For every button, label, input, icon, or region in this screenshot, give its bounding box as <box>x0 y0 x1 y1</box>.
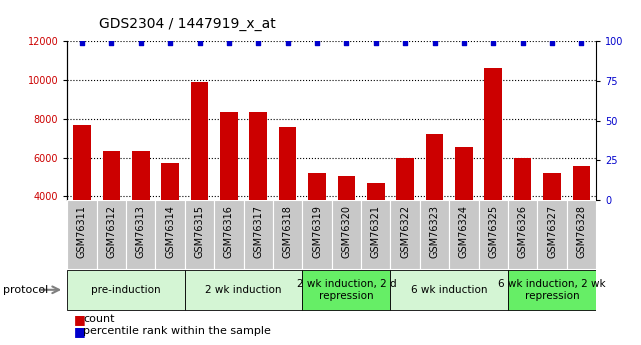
Text: GSM76316: GSM76316 <box>224 205 234 258</box>
Point <box>253 40 263 46</box>
Bar <box>508 200 537 269</box>
Point <box>429 40 440 46</box>
Bar <box>185 270 303 310</box>
Text: GSM76328: GSM76328 <box>576 205 587 258</box>
Text: GSM76318: GSM76318 <box>283 205 293 258</box>
Text: GSM76315: GSM76315 <box>194 205 204 258</box>
Bar <box>537 200 567 269</box>
Text: GSM76314: GSM76314 <box>165 205 175 258</box>
Point <box>547 40 557 46</box>
Text: pre-induction: pre-induction <box>91 285 161 295</box>
Bar <box>132 151 149 274</box>
Text: GSM76323: GSM76323 <box>429 205 440 258</box>
Point <box>224 40 234 46</box>
Text: ■: ■ <box>74 325 85 338</box>
Point <box>517 40 528 46</box>
Bar <box>485 69 502 274</box>
Bar <box>126 200 155 269</box>
Text: GSM76312: GSM76312 <box>106 205 117 258</box>
Bar <box>249 112 267 274</box>
Bar <box>73 125 91 274</box>
Point <box>77 40 87 46</box>
Bar <box>67 270 185 310</box>
Bar <box>332 200 361 269</box>
Bar <box>303 200 332 269</box>
Bar <box>279 127 296 274</box>
Bar <box>97 200 126 269</box>
Text: GSM76317: GSM76317 <box>253 205 263 258</box>
Point <box>106 40 117 46</box>
Bar <box>155 200 185 269</box>
Bar <box>449 200 479 269</box>
Point <box>576 40 587 46</box>
Text: GSM76326: GSM76326 <box>518 205 528 258</box>
Text: 6 wk induction, 2 wk
repression: 6 wk induction, 2 wk repression <box>498 279 606 300</box>
Text: 6 wk induction: 6 wk induction <box>411 285 488 295</box>
Bar <box>103 151 120 274</box>
Bar <box>308 173 326 274</box>
Text: ■: ■ <box>74 313 85 326</box>
Bar <box>396 158 414 274</box>
Bar <box>303 270 390 310</box>
Point <box>370 40 381 46</box>
Bar <box>543 173 561 274</box>
Point <box>283 40 293 46</box>
Bar <box>273 200 303 269</box>
Text: GSM76313: GSM76313 <box>136 205 146 258</box>
Bar <box>420 200 449 269</box>
Text: GSM76319: GSM76319 <box>312 205 322 258</box>
Bar <box>514 158 531 274</box>
Bar <box>191 82 208 274</box>
Text: 2 wk induction, 2 d
repression: 2 wk induction, 2 d repression <box>297 279 396 300</box>
Point <box>400 40 410 46</box>
Text: GSM76324: GSM76324 <box>459 205 469 258</box>
Bar <box>67 200 97 269</box>
Bar <box>244 200 273 269</box>
Bar <box>390 270 508 310</box>
Bar <box>162 163 179 274</box>
Bar <box>426 134 444 274</box>
Bar <box>390 200 420 269</box>
Text: GSM76327: GSM76327 <box>547 205 557 258</box>
Text: GSM76311: GSM76311 <box>77 205 87 258</box>
Text: GSM76320: GSM76320 <box>342 205 351 258</box>
Point <box>341 40 351 46</box>
Point <box>194 40 204 46</box>
Text: GSM76325: GSM76325 <box>488 205 498 258</box>
Bar <box>479 200 508 269</box>
Text: GSM76321: GSM76321 <box>370 205 381 258</box>
Bar <box>220 112 238 274</box>
Bar <box>572 166 590 274</box>
Text: 2 wk induction: 2 wk induction <box>205 285 282 295</box>
Bar <box>361 200 390 269</box>
Bar <box>185 200 214 269</box>
Point <box>312 40 322 46</box>
Point <box>165 40 175 46</box>
Text: GDS2304 / 1447919_x_at: GDS2304 / 1447919_x_at <box>99 17 276 31</box>
Bar <box>338 176 355 274</box>
Text: protocol: protocol <box>3 285 49 295</box>
Point <box>136 40 146 46</box>
Text: percentile rank within the sample: percentile rank within the sample <box>83 326 271 336</box>
Bar <box>455 147 472 274</box>
Bar <box>214 200 244 269</box>
Bar <box>508 270 596 310</box>
Text: count: count <box>83 314 115 324</box>
Bar <box>367 183 385 274</box>
Point <box>488 40 499 46</box>
Bar <box>567 200 596 269</box>
Text: GSM76322: GSM76322 <box>400 205 410 258</box>
Point <box>459 40 469 46</box>
